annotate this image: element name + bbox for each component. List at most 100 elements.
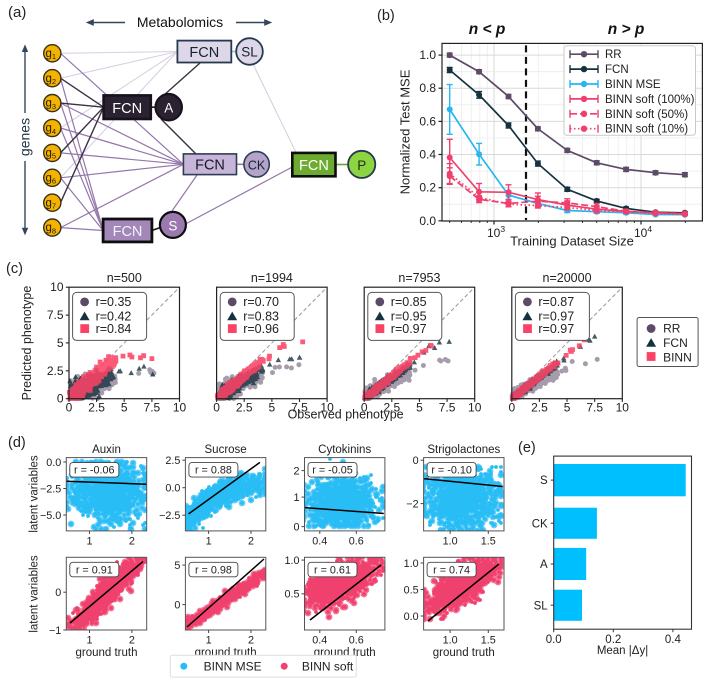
svg-text:2.5: 2.5 [47, 364, 64, 378]
svg-text:g1: g1 [46, 48, 57, 61]
svg-text:5: 5 [57, 336, 64, 350]
svg-text:0.2: 0.2 [419, 181, 436, 195]
svg-text:r=0.87: r=0.87 [538, 295, 574, 309]
svg-text:−1: −1 [49, 625, 61, 637]
svg-text:FCN: FCN [112, 101, 142, 117]
svg-text:r = 0.61: r = 0.61 [314, 564, 351, 576]
svg-text:0: 0 [293, 521, 299, 533]
svg-text:(a): (a) [8, 4, 26, 21]
svg-text:0.4: 0.4 [312, 635, 327, 647]
svg-text:0: 0 [413, 455, 419, 467]
svg-text:BINN MSE: BINN MSE [605, 79, 661, 91]
svg-text:SL: SL [534, 600, 549, 612]
svg-text:Metabolomics: Metabolomics [137, 14, 223, 30]
svg-text:0: 0 [213, 401, 220, 415]
svg-text:1: 1 [206, 635, 212, 647]
svg-text:(d): (d) [8, 435, 26, 451]
svg-text:1.5: 1.5 [481, 535, 496, 547]
svg-text:0.5: 0.5 [404, 584, 419, 596]
svg-text:n=500: n=500 [107, 271, 142, 285]
svg-text:−2.5: −2.5 [159, 510, 180, 522]
svg-text:r=0.96: r=0.96 [243, 322, 279, 336]
svg-text:0.8: 0.8 [419, 81, 436, 95]
svg-text:0.0: 0.0 [46, 457, 61, 469]
svg-text:r = 0.91: r = 0.91 [76, 564, 113, 576]
svg-text:5: 5 [121, 401, 128, 415]
svg-text:10: 10 [468, 401, 482, 415]
svg-text:r = 0.88: r = 0.88 [195, 465, 232, 477]
svg-text:7.5: 7.5 [144, 401, 161, 415]
svg-text:10: 10 [173, 401, 187, 415]
svg-text:g4: g4 [46, 123, 57, 136]
svg-text:r=0.42: r=0.42 [96, 309, 132, 323]
svg-text:genes: genes [17, 118, 33, 156]
svg-text:7.5: 7.5 [47, 308, 64, 322]
svg-text:1: 1 [86, 635, 92, 647]
svg-text:FCN: FCN [189, 45, 219, 61]
svg-text:2.5: 2.5 [165, 455, 180, 467]
svg-text:g2: g2 [46, 73, 57, 86]
svg-text:10: 10 [50, 280, 64, 294]
svg-text:10: 10 [616, 401, 630, 415]
svg-text:g8: g8 [46, 222, 57, 235]
svg-text:r=0.70: r=0.70 [243, 295, 279, 309]
svg-text:r = -0.06: r = -0.06 [74, 465, 115, 477]
svg-text:r=0.84: r=0.84 [96, 322, 132, 336]
svg-text:1.0: 1.0 [443, 535, 458, 547]
svg-text:−2.5: −2.5 [40, 483, 61, 495]
svg-text:Strigolactones: Strigolactones [427, 444, 500, 456]
svg-text:BINN: BINN [663, 351, 692, 365]
svg-text:2.5: 2.5 [88, 401, 105, 415]
svg-text:0.5: 0.5 [284, 589, 299, 601]
svg-text:2: 2 [129, 635, 135, 647]
svg-text:ground truth: ground truth [433, 647, 495, 659]
svg-text:1.0: 1.0 [404, 558, 419, 570]
svg-text:5: 5 [174, 560, 180, 572]
svg-text:5: 5 [416, 401, 423, 415]
svg-text:r=0.83: r=0.83 [243, 309, 279, 323]
svg-text:FCN: FCN [113, 224, 143, 240]
svg-text:S: S [168, 218, 177, 233]
svg-text:0.0: 0.0 [165, 483, 180, 495]
svg-text:BINN soft (100%): BINN soft (100%) [605, 94, 695, 106]
svg-text:5: 5 [269, 401, 276, 415]
svg-text:0: 0 [174, 599, 180, 611]
svg-text:2: 2 [248, 635, 254, 647]
svg-text:0.4: 0.4 [419, 148, 436, 162]
svg-text:r=0.97: r=0.97 [538, 322, 574, 336]
svg-text:0.2: 0.2 [605, 634, 621, 646]
svg-text:0.4: 0.4 [312, 535, 327, 547]
svg-text:r=0.35: r=0.35 [96, 295, 132, 309]
svg-text:n < p: n < p [469, 21, 506, 38]
svg-text:n > p: n > p [608, 21, 645, 38]
svg-text:5: 5 [564, 401, 571, 415]
svg-text:(c): (c) [6, 261, 23, 277]
svg-text:0.4: 0.4 [665, 634, 682, 646]
svg-text:1.0: 1.0 [284, 555, 299, 567]
svg-text:FCN: FCN [663, 336, 688, 350]
svg-text:FCN: FCN [299, 158, 329, 174]
svg-text:0: 0 [57, 392, 64, 406]
svg-text:latent variables: latent variables [29, 455, 41, 533]
svg-text:(e): (e) [518, 440, 536, 456]
svg-text:Normalized Test MSE: Normalized Test MSE [398, 69, 413, 194]
svg-text:CK: CK [248, 158, 266, 172]
svg-text:0: 0 [55, 587, 61, 599]
svg-text:2.5: 2.5 [531, 401, 548, 415]
svg-text:g7: g7 [46, 197, 57, 210]
svg-text:r = -0.10: r = -0.10 [431, 465, 472, 477]
svg-text:P: P [357, 158, 366, 173]
svg-text:RR: RR [605, 49, 622, 61]
svg-text:BINN soft: BINN soft [302, 659, 354, 673]
svg-text:n=7953: n=7953 [398, 271, 440, 285]
svg-text:Mean |Δy|: Mean |Δy| [597, 645, 648, 657]
svg-text:2.5: 2.5 [383, 401, 400, 415]
svg-text:g6: g6 [46, 172, 57, 185]
svg-text:Cytokinins: Cytokinins [318, 444, 371, 456]
svg-text:0: 0 [66, 401, 73, 415]
svg-text:−5.0: −5.0 [40, 510, 61, 522]
svg-text:0.6: 0.6 [419, 114, 436, 128]
svg-text:r=0.97: r=0.97 [391, 322, 427, 336]
svg-text:BINN soft (50%): BINN soft (50%) [605, 109, 688, 121]
svg-text:n=20000: n=20000 [543, 271, 592, 285]
